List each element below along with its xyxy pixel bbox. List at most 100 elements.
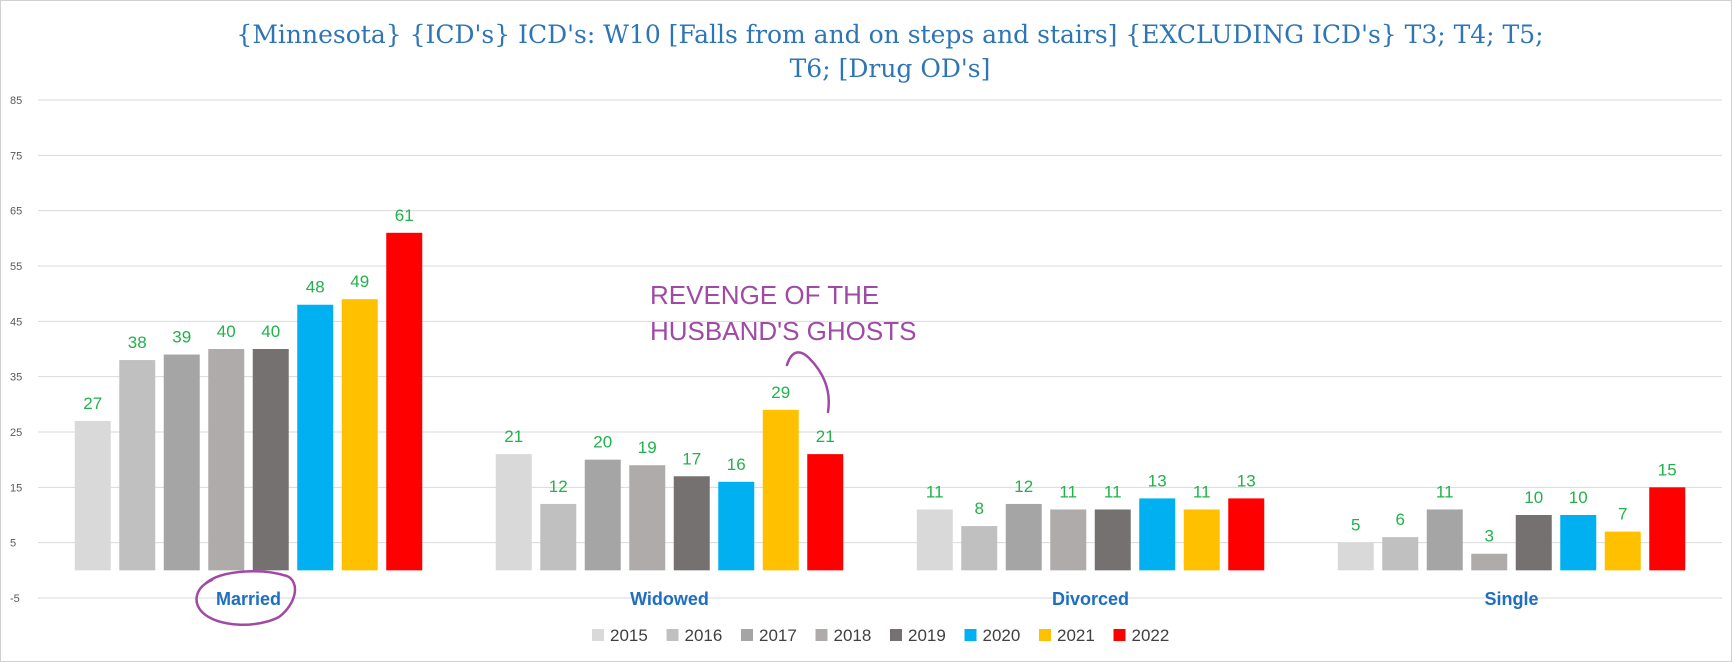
data-label-divorced-2016: 8 (975, 499, 984, 518)
data-label-widowed-2018: 19 (638, 438, 657, 457)
bar-single-2016 (1382, 537, 1419, 571)
y-tick-label: 85 (10, 95, 22, 107)
data-label-married-2016: 38 (128, 333, 147, 352)
data-label-single-2018: 3 (1485, 527, 1494, 546)
data-label-divorced-2018: 11 (1059, 482, 1077, 501)
data-label-widowed-2022: 21 (816, 427, 835, 446)
y-tick-label: 35 (10, 372, 22, 384)
y-tick-label: 65 (10, 206, 22, 218)
annotation-line-1: REVENGE OF THE (650, 280, 879, 310)
legend-swatch-2020 (964, 629, 977, 641)
bar-single-2021 (1604, 531, 1641, 571)
data-label-married-2020: 48 (306, 278, 325, 297)
bar-widowed-2015 (495, 454, 532, 571)
bar-married-2020 (297, 304, 334, 571)
data-label-divorced-2019: 11 (1104, 482, 1122, 501)
data-label-married-2019: 40 (261, 322, 280, 341)
bar-married-2017 (163, 354, 200, 571)
bar-widowed-2017 (584, 459, 621, 571)
y-tick-label: 15 (10, 482, 22, 494)
y-tick-label: 25 (10, 427, 22, 439)
bar-divorced-2020 (1139, 498, 1176, 571)
bar-divorced-2016 (961, 526, 998, 571)
data-label-married-2017: 39 (172, 328, 191, 347)
y-tick-label: 45 (10, 316, 22, 328)
data-label-widowed-2021: 29 (771, 383, 790, 402)
legend-label-2018: 2018 (834, 626, 872, 645)
data-label-single-2019: 10 (1524, 488, 1543, 507)
data-label-single-2020: 10 (1569, 488, 1588, 507)
chart-title-line-1: {Minnesota} {ICD's} ICD's: W10 [Falls fr… (236, 20, 1543, 49)
bar-married-2019 (252, 349, 289, 571)
legend-label-2019: 2019 (908, 626, 946, 645)
bar-married-2015 (74, 420, 111, 571)
x-axis-categories: Married Widowed Divorced Single (216, 589, 1539, 609)
legend: 2015 2016 2017 2018 2019 2020 2021 2022 (592, 626, 1169, 645)
bar-married-2018 (208, 349, 245, 571)
bar-widowed-2022 (807, 454, 844, 571)
chart-title: {Minnesota} {ICD's} ICD's: W10 [Falls fr… (236, 20, 1543, 83)
legend-label-2015: 2015 (610, 626, 648, 645)
bar-divorced-2022 (1228, 498, 1265, 571)
y-axis-ticks: 85 75 65 55 45 35 25 15 5 -5 (10, 95, 22, 605)
y-tick-label: -5 (10, 593, 20, 605)
data-label-divorced-2021: 11 (1193, 482, 1211, 501)
legend-swatch-2018 (815, 629, 828, 641)
bar-single-2020 (1560, 515, 1597, 571)
legend-swatch-2022 (1113, 629, 1126, 641)
legend-label-2016: 2016 (685, 626, 723, 645)
legend-label-2022: 2022 (1132, 626, 1170, 645)
legend-label-2021: 2021 (1057, 626, 1095, 645)
bar-married-2021 (341, 299, 378, 571)
annotation-line-2: HUSBAND'S GHOSTS (650, 316, 916, 346)
bar-widowed-2016 (540, 503, 577, 571)
data-label-single-2017: 11 (1436, 482, 1454, 501)
category-label-widowed: Widowed (630, 589, 709, 609)
bar-single-2018 (1471, 553, 1508, 571)
data-label-divorced-2020: 13 (1148, 471, 1167, 490)
legend-label-2020: 2020 (983, 626, 1021, 645)
bar-divorced-2015 (916, 509, 953, 571)
bar-widowed-2019 (673, 476, 710, 571)
data-label-widowed-2016: 12 (549, 477, 568, 496)
married-highlight-circle (195, 570, 297, 626)
bar-widowed-2021 (762, 409, 799, 571)
legend-swatch-2019 (890, 629, 902, 641)
data-label-widowed-2019: 17 (682, 449, 701, 468)
bar-single-2019 (1515, 515, 1552, 571)
bar-widowed-2018 (629, 465, 666, 571)
data-label-married-2021: 49 (350, 272, 369, 291)
data-label-single-2015: 5 (1351, 516, 1360, 535)
data-labels: 27 38 39 40 40 48 49 61 21 12 20 19 17 16 29 21 11 8 12 11 1… (83, 206, 1676, 546)
data-label-divorced-2015: 11 (926, 482, 944, 501)
data-label-widowed-2017: 20 (593, 433, 612, 452)
bars (74, 232, 1686, 571)
data-label-married-2018: 40 (217, 322, 236, 341)
legend-swatch-2016 (666, 629, 679, 641)
category-label-married: Married (216, 589, 281, 609)
chart-title-line-2: T6; [Drug OD's] (790, 54, 991, 83)
data-label-widowed-2015: 21 (504, 427, 523, 446)
annotation: REVENGE OF THE HUSBAND'S GHOSTS (650, 280, 916, 414)
legend-swatch-2021 (1039, 629, 1051, 641)
bar-single-2017 (1426, 509, 1463, 571)
bar-divorced-2021 (1183, 509, 1220, 571)
annotation-arrow (785, 351, 831, 414)
data-label-married-2022: 61 (395, 206, 414, 225)
data-label-divorced-2017: 12 (1014, 477, 1033, 496)
married-highlight (195, 570, 297, 626)
category-label-single: Single (1484, 589, 1538, 609)
category-label-divorced: Divorced (1052, 589, 1129, 609)
bar-single-2015 (1337, 542, 1374, 571)
legend-swatch-2015 (592, 629, 604, 641)
data-label-divorced-2022: 13 (1237, 471, 1256, 490)
bar-single-2022 (1649, 487, 1686, 571)
bar-married-2022 (386, 232, 423, 571)
legend-swatch-2017 (741, 629, 753, 641)
bar-divorced-2018 (1050, 509, 1087, 571)
bar-married-2016 (119, 360, 156, 571)
y-tick-label: 75 (10, 150, 22, 162)
legend-label-2017: 2017 (759, 626, 797, 645)
